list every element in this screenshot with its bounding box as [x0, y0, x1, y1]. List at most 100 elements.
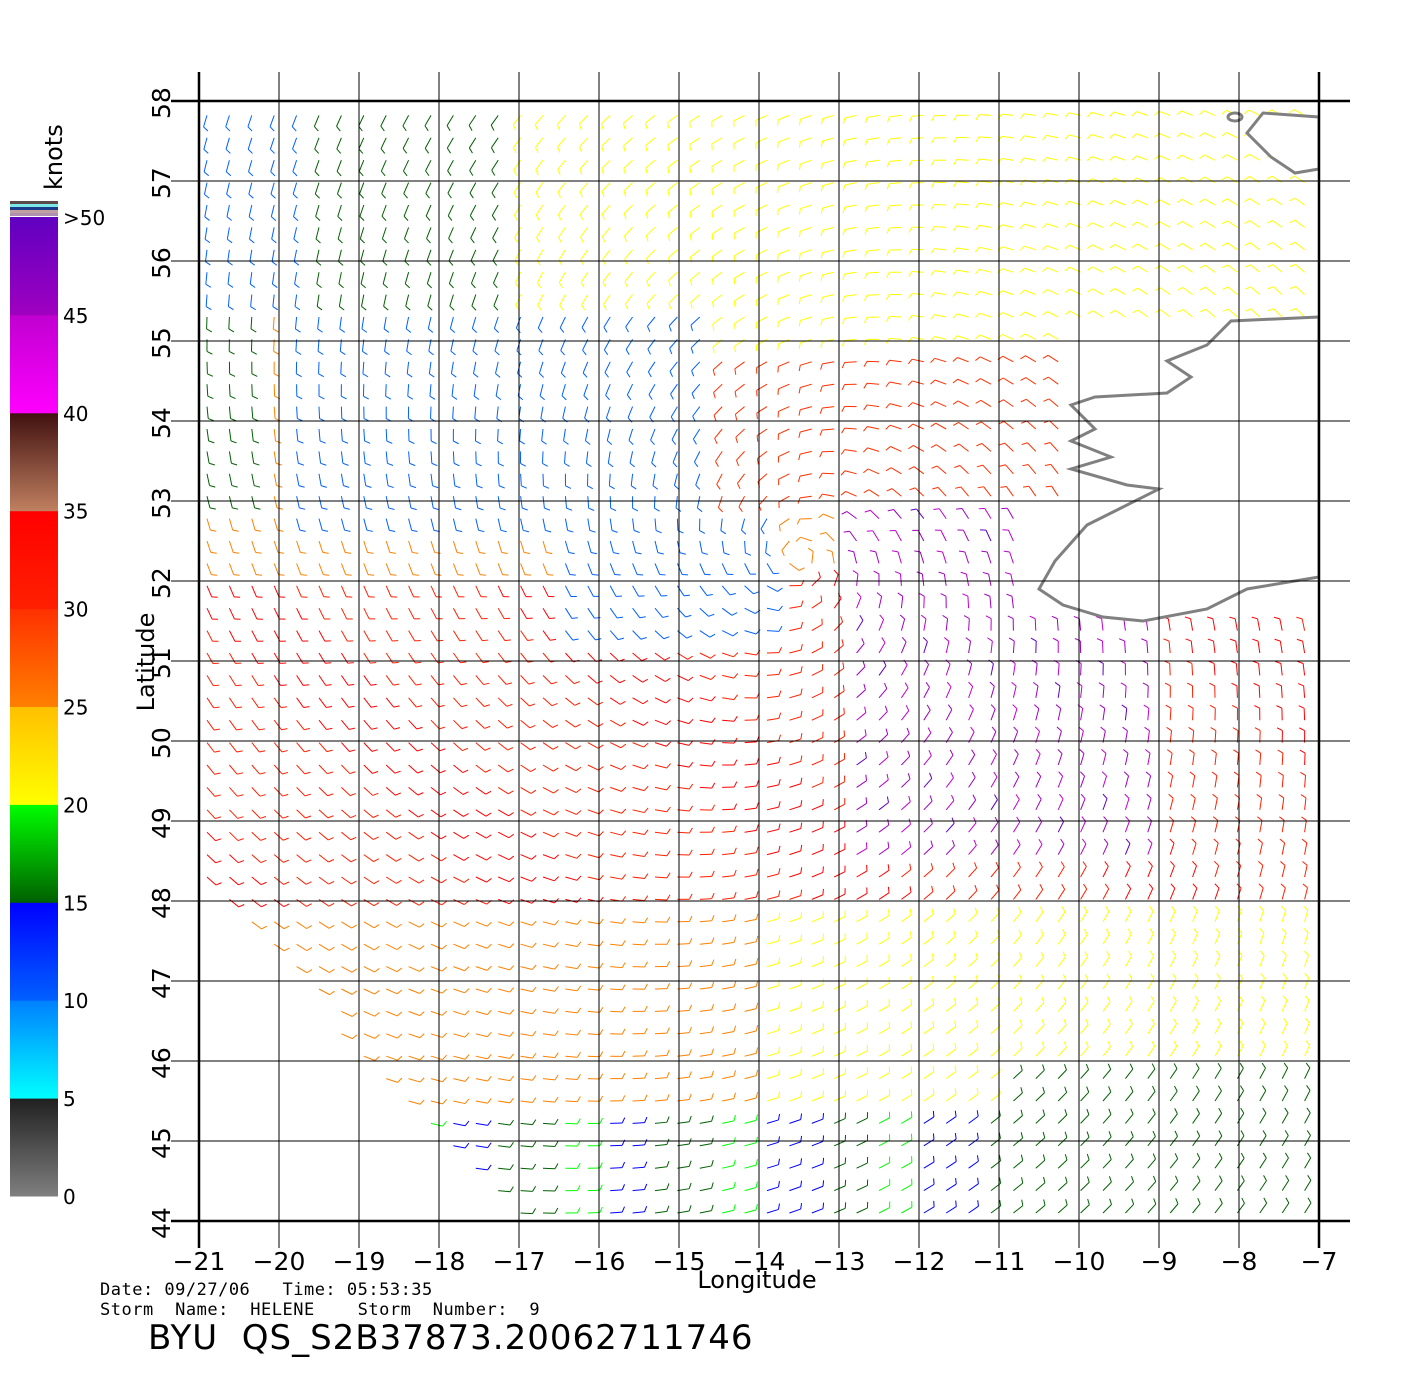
- wind-barb: [744, 1092, 759, 1102]
- wind-barb: [294, 294, 301, 311]
- wind-barb: [1055, 704, 1062, 721]
- wind-barb: [886, 226, 902, 234]
- wind-barb: [1259, 1107, 1267, 1124]
- wind-barb: [930, 379, 947, 385]
- wind-barb: [610, 1206, 625, 1214]
- wind-barb: [1099, 704, 1106, 721]
- wind-barb: [296, 943, 313, 952]
- wind-barb: [938, 571, 947, 586]
- wind-barb: [1169, 1018, 1177, 1035]
- wind-barb: [1301, 838, 1308, 855]
- wind-barb: [652, 473, 659, 490]
- wind-barb: [842, 204, 857, 214]
- wind-barb: [1277, 749, 1284, 766]
- colorbar-overflow-stripe: [10, 204, 58, 207]
- wind-barb: [363, 585, 375, 598]
- wind-barb: [468, 137, 477, 154]
- wind-barb: [1300, 794, 1307, 810]
- wind-barb: [565, 1051, 581, 1058]
- wind-barb: [910, 508, 925, 519]
- wind-barb: [565, 853, 582, 859]
- wind-barb: [587, 563, 599, 576]
- wind-barb: [340, 607, 353, 620]
- wind-barb: [654, 938, 671, 945]
- wind-barb: [997, 157, 1014, 164]
- wind-barb: [711, 226, 723, 240]
- wind-barb: [755, 249, 768, 262]
- wind-barb: [900, 637, 907, 654]
- wind-barb: [798, 361, 812, 372]
- wind-barb: [1192, 1175, 1201, 1191]
- wind-barb: [1013, 1154, 1024, 1169]
- wind-barb: [976, 464, 992, 475]
- wind-barb: [923, 863, 934, 878]
- wind-barb: [689, 226, 701, 241]
- wind-barb: [1267, 264, 1283, 273]
- wind-barb: [470, 249, 477, 266]
- wind-barb: [318, 742, 333, 753]
- wind-barb: [318, 921, 335, 929]
- wind-barb: [520, 1008, 537, 1015]
- wind-barb: [1200, 308, 1216, 318]
- wind-barb: [699, 1160, 714, 1169]
- wind-barb: [579, 182, 589, 198]
- wind-barb: [1124, 861, 1131, 878]
- wind-barb: [1080, 771, 1086, 788]
- wind-barb: [979, 529, 992, 542]
- wind-barb: [699, 804, 716, 811]
- wind-barb: [852, 570, 859, 586]
- wind-barb: [564, 563, 576, 576]
- wind-barb: [690, 294, 701, 309]
- wind-barb: [1214, 1175, 1223, 1191]
- wind-barb: [385, 764, 401, 774]
- wind-barb: [296, 854, 312, 863]
- wind-barb: [864, 509, 880, 519]
- wind-barb: [755, 182, 768, 194]
- wind-barb: [565, 1162, 581, 1169]
- wind-barb: [834, 1202, 847, 1214]
- wind-barb: [856, 1112, 869, 1124]
- wind-barb: [565, 1140, 581, 1147]
- wind-barb: [856, 683, 866, 699]
- wind-barb: [1253, 682, 1261, 698]
- wind-barb: [1244, 153, 1261, 161]
- wind-barb: [542, 473, 550, 489]
- wind-barb: [976, 443, 992, 452]
- wind-barb: [1022, 485, 1037, 497]
- wind-barb: [645, 227, 656, 242]
- wind-barb: [314, 182, 320, 199]
- wind-barb: [1252, 638, 1261, 654]
- wind-barb: [968, 681, 974, 698]
- wind-barb: [755, 159, 768, 172]
- wind-barb: [1001, 507, 1014, 519]
- wind-barb: [766, 1069, 781, 1080]
- wind-barb: [206, 451, 215, 466]
- wind-barb: [625, 339, 634, 355]
- wind-barb: [677, 1026, 692, 1035]
- wind-barb: [408, 675, 422, 686]
- wind-barb: [564, 496, 573, 511]
- wind-barb: [430, 1121, 447, 1127]
- wind-barb: [1013, 1132, 1024, 1147]
- wind-barb: [249, 227, 255, 244]
- wind-barb: [1289, 286, 1305, 295]
- wind-barb: [623, 137, 633, 152]
- wind-barb: [1042, 245, 1059, 251]
- wind-barb: [744, 780, 760, 788]
- wind-barb: [251, 361, 258, 377]
- longitude-tick: −21: [173, 1247, 226, 1276]
- wind-barb: [998, 420, 1014, 430]
- wind-barb: [1214, 905, 1220, 922]
- wind-barb: [520, 1141, 537, 1148]
- wind-barb: [318, 451, 327, 466]
- wind-barb: [602, 271, 611, 288]
- x-axis-label: Longitude: [697, 1266, 816, 1294]
- wind-barb: [798, 182, 812, 193]
- wind-barb: [968, 975, 979, 990]
- wind-barb: [1132, 309, 1149, 318]
- wind-barb: [430, 719, 446, 730]
- wind-barb: [1236, 1062, 1244, 1079]
- wind-barb: [756, 361, 768, 374]
- wind-barb: [296, 697, 310, 709]
- wind-barb: [430, 1010, 448, 1016]
